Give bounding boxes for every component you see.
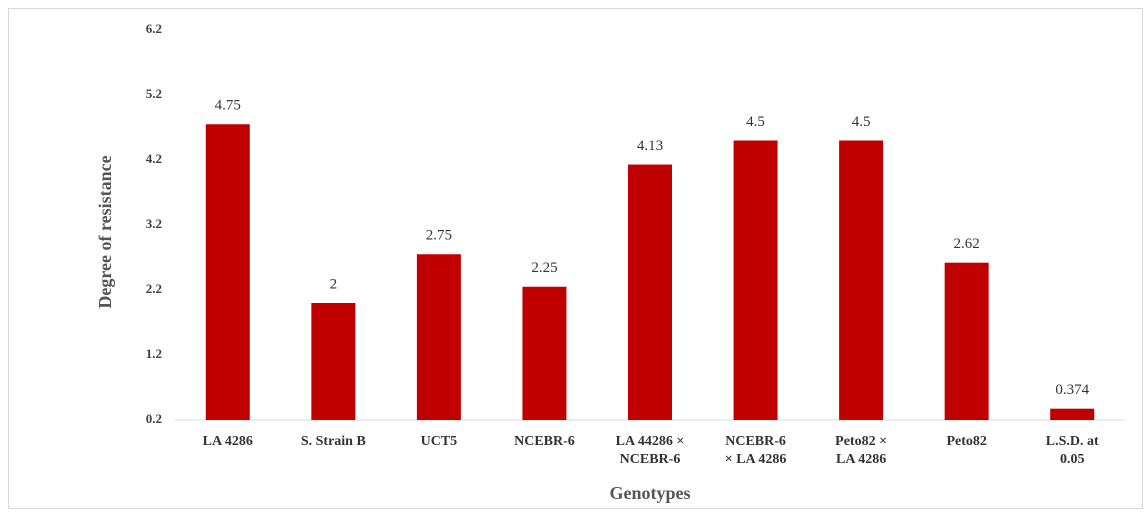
x-axis-title: Genotypes <box>610 483 691 503</box>
bar <box>522 286 567 420</box>
x-tick-label: Peto82 × LA 4286 <box>835 434 887 467</box>
bar <box>944 262 989 420</box>
value-label: 4.5 <box>746 114 765 130</box>
value-label: 2.25 <box>531 260 557 276</box>
bar <box>205 124 250 420</box>
bar <box>416 254 461 420</box>
bar <box>628 164 672 420</box>
x-tick-label: LA 4286 <box>203 434 253 449</box>
value-label: 4.13 <box>637 138 663 154</box>
y-tick-label: 4.2 <box>146 151 162 166</box>
y-tick-label: 3.2 <box>146 216 162 231</box>
x-tick-label: L.S.D. at 0.05 <box>1046 434 1099 467</box>
x-tick-label: NCEBR-6 <box>514 434 575 449</box>
value-label: 4.75 <box>215 98 241 114</box>
value-label: 4.5 <box>852 114 871 130</box>
bar <box>311 303 356 420</box>
y-tick-label: 1.2 <box>146 346 162 361</box>
value-label: 2.62 <box>954 236 980 252</box>
y-tick-label: 6.2 <box>146 21 162 36</box>
x-tick-label: S. Strain B <box>301 434 366 449</box>
x-tick-label: LA 44286 × NCEBR-6 <box>616 434 685 467</box>
chart-border <box>8 8 1143 509</box>
bar <box>839 140 884 420</box>
y-tick-label: 2.2 <box>146 281 162 296</box>
x-tick-label: NCEBR-6 × LA 4286 <box>725 434 787 467</box>
value-label: 2.75 <box>426 228 452 244</box>
value-label: 2 <box>330 276 338 292</box>
y-tick-label: 0.2 <box>146 411 162 426</box>
bar <box>733 140 778 420</box>
x-tick-label: UCT5 <box>421 434 458 449</box>
y-tick-label: 5.2 <box>146 86 162 101</box>
x-tick-label: Peto82 <box>946 434 986 449</box>
bar <box>1050 408 1095 420</box>
value-label: 0.374 <box>1055 382 1089 398</box>
y-axis-title: Degree of resistance <box>95 155 115 308</box>
